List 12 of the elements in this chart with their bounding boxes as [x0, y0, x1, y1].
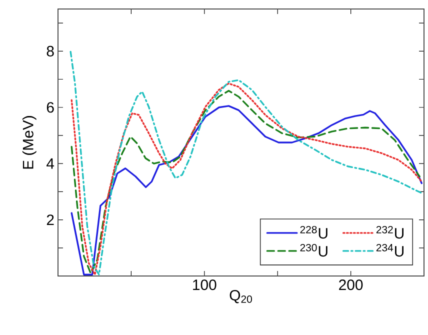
y-tick-label: 6 — [46, 102, 54, 113]
x-axis-title: Q$_{20}$ — [230, 290, 252, 304]
legend-label: $^{230}$U — [300, 244, 328, 257]
legend-label: $^{234}$U — [376, 244, 404, 257]
x-tick-label: 200 — [339, 280, 363, 290]
legend-label: $^{232}$U — [376, 226, 404, 239]
legend-label: $^{228}$U — [300, 226, 328, 239]
y-tick-label: 8 — [46, 46, 54, 56]
y-tick-label: 4 — [46, 158, 54, 169]
x-tick-label: 100 — [193, 280, 216, 290]
y-tick-label: 2 — [46, 214, 54, 226]
y-axis-title: E (MeV) — [22, 116, 36, 169]
